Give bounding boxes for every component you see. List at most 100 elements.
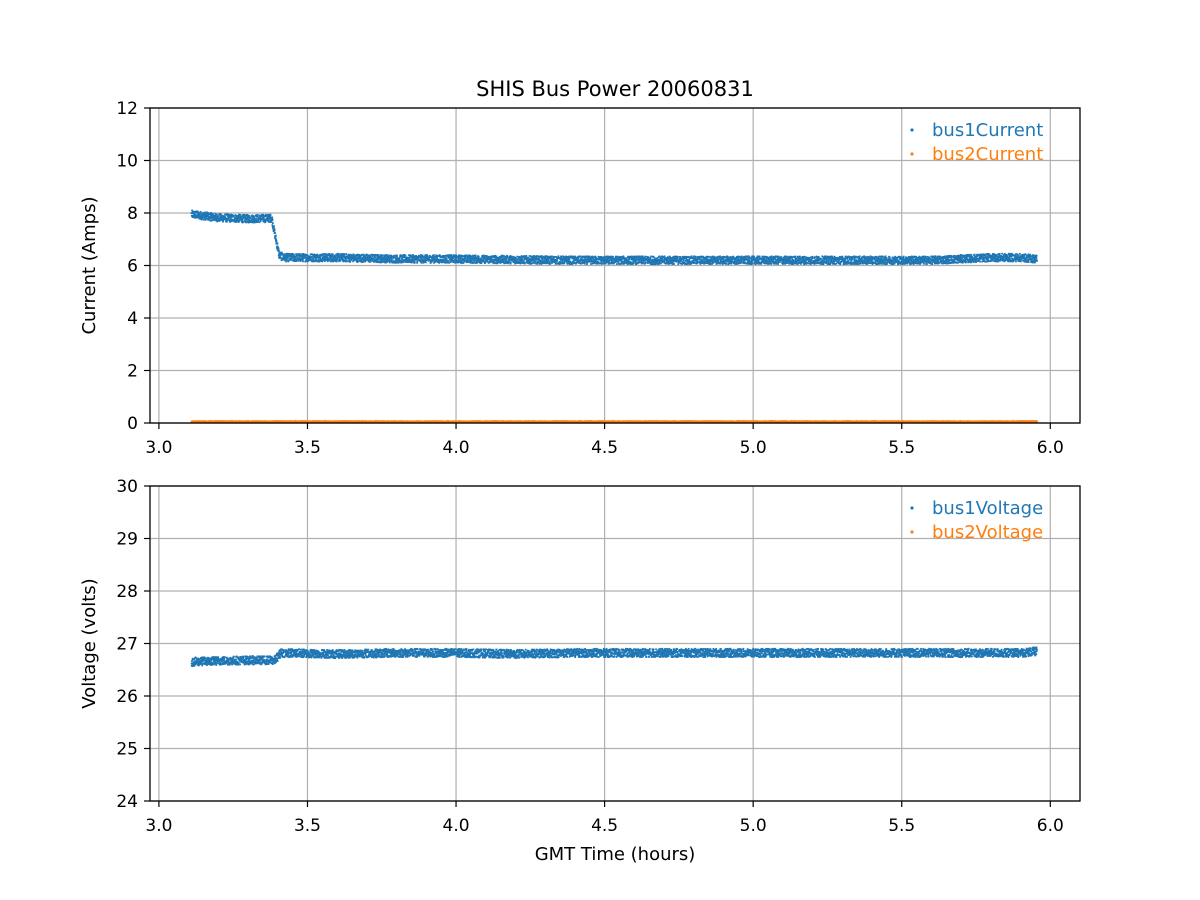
point — [358, 254, 361, 257]
point — [332, 257, 335, 260]
point — [403, 259, 405, 262]
point — [882, 255, 884, 258]
point — [279, 256, 282, 259]
point — [560, 255, 563, 258]
point — [231, 218, 234, 221]
point — [221, 216, 223, 219]
point — [379, 261, 382, 264]
point — [490, 255, 492, 258]
point — [488, 257, 491, 260]
point — [525, 257, 528, 260]
point — [575, 262, 577, 265]
point — [214, 219, 216, 222]
point — [959, 255, 962, 258]
point — [396, 255, 398, 257]
point — [552, 258, 555, 260]
point — [315, 259, 318, 262]
point — [341, 254, 344, 257]
point — [600, 258, 603, 261]
point — [515, 258, 518, 261]
point — [352, 260, 354, 263]
point — [252, 216, 255, 219]
point — [923, 262, 925, 265]
point — [243, 213, 246, 216]
point — [567, 256, 570, 259]
point — [444, 259, 447, 262]
point — [443, 259, 446, 261]
point — [294, 259, 296, 262]
point — [326, 259, 329, 262]
point — [221, 218, 224, 221]
point — [579, 260, 581, 263]
point — [218, 220, 221, 222]
point — [811, 256, 814, 259]
point — [247, 216, 250, 218]
point — [376, 261, 379, 264]
point — [467, 254, 470, 257]
point — [489, 259, 492, 262]
point — [195, 216, 198, 219]
point — [378, 258, 381, 261]
point — [463, 260, 466, 263]
point — [412, 254, 414, 256]
point — [861, 257, 863, 260]
point — [420, 256, 423, 259]
point — [628, 258, 631, 261]
point — [306, 256, 309, 259]
point — [341, 257, 344, 260]
point — [514, 257, 517, 260]
current-marks — [190, 209, 1038, 424]
point — [250, 219, 253, 222]
point — [256, 214, 259, 216]
point — [544, 262, 547, 265]
point — [372, 260, 375, 263]
point — [469, 254, 472, 257]
point — [544, 261, 547, 264]
point — [364, 260, 366, 263]
point — [483, 257, 486, 260]
point — [297, 259, 300, 262]
point — [389, 256, 392, 259]
point — [215, 216, 218, 219]
point — [509, 262, 512, 265]
point — [302, 257, 305, 260]
point — [205, 211, 208, 214]
point — [851, 258, 853, 261]
point — [348, 254, 351, 257]
point — [347, 253, 350, 256]
point — [429, 261, 432, 264]
point — [454, 257, 457, 260]
point — [835, 262, 838, 265]
point — [484, 261, 486, 264]
point — [548, 261, 551, 264]
point — [339, 255, 342, 257]
point — [541, 257, 544, 260]
point — [333, 256, 336, 259]
point — [283, 255, 285, 258]
point — [483, 260, 486, 263]
point — [417, 258, 420, 261]
point — [471, 262, 474, 264]
point — [288, 253, 291, 255]
point — [199, 212, 201, 215]
point — [486, 255, 489, 258]
point — [225, 220, 228, 223]
point — [289, 259, 292, 261]
point — [441, 256, 444, 258]
point — [395, 261, 398, 264]
point — [336, 257, 339, 260]
point — [596, 262, 598, 265]
point — [950, 255, 952, 257]
point — [323, 260, 326, 263]
point — [464, 260, 466, 263]
point — [574, 257, 577, 259]
point — [351, 255, 354, 257]
point — [591, 255, 594, 258]
point — [608, 260, 611, 263]
point — [310, 253, 313, 256]
point — [226, 218, 229, 221]
point — [257, 220, 259, 223]
point — [236, 215, 239, 217]
point — [375, 260, 378, 263]
point — [336, 255, 339, 258]
